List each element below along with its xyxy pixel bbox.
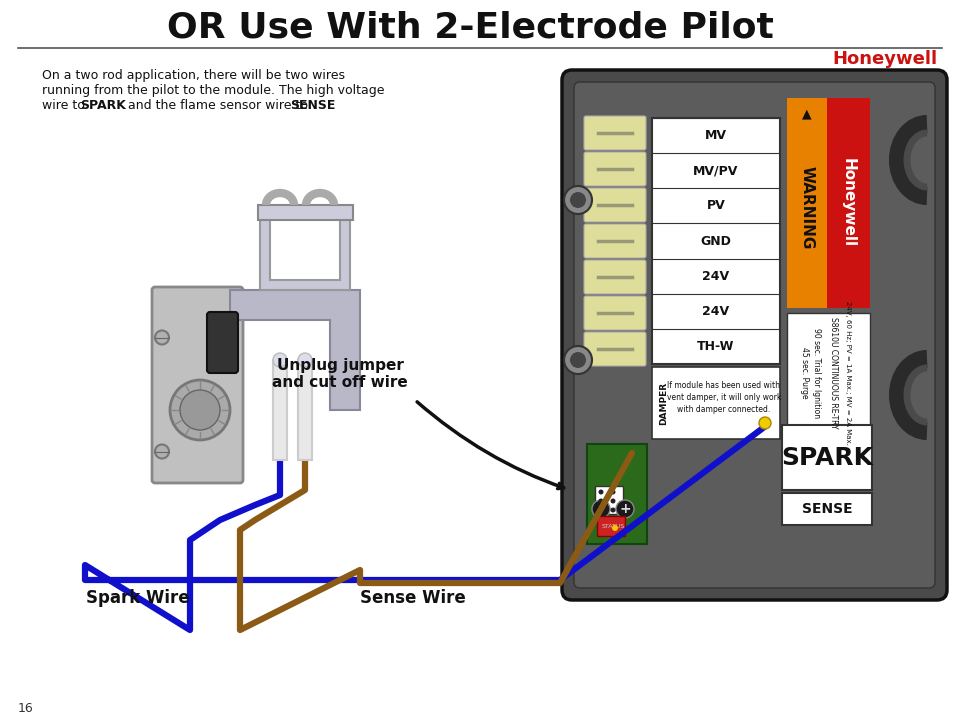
FancyBboxPatch shape [152, 287, 243, 483]
Text: TH-W: TH-W [697, 340, 734, 353]
Circle shape [180, 390, 220, 430]
Circle shape [298, 353, 312, 367]
Bar [273, 360, 287, 460]
Text: STATUS: STATUS [601, 523, 625, 528]
Text: and cut off wire: and cut off wire [272, 374, 408, 390]
Text: and the flame sensor wire to: and the flame sensor wire to [124, 99, 312, 112]
Text: Spark Wire: Spark Wire [86, 589, 190, 607]
Text: SPARK: SPARK [80, 99, 126, 112]
Text: SPARK: SPARK [781, 446, 873, 469]
Text: 45 sec. Purge: 45 sec. Purge [800, 347, 809, 399]
Text: On a two rod application, there will be two wires: On a two rod application, there will be … [42, 68, 345, 81]
Bar [587, 444, 647, 544]
Text: OR Use With 2-Electrode Pilot: OR Use With 2-Electrode Pilot [167, 10, 774, 44]
FancyBboxPatch shape [584, 224, 646, 258]
Text: Honeywell: Honeywell [833, 50, 938, 68]
Text: GND: GND [701, 235, 732, 248]
Text: MV/PV: MV/PV [693, 164, 738, 177]
FancyBboxPatch shape [584, 260, 646, 294]
Circle shape [570, 352, 586, 368]
Text: -: - [598, 502, 604, 516]
Bar [787, 98, 827, 308]
Bar [827, 98, 870, 308]
Circle shape [759, 417, 771, 429]
Bar [595, 486, 623, 514]
Text: 90 sec. Trial for Ignition: 90 sec. Trial for Ignition [812, 328, 821, 418]
Bar [597, 516, 625, 536]
Bar [787, 313, 870, 433]
Text: vent damper, it will only work: vent damper, it will only work [667, 392, 781, 402]
Circle shape [564, 186, 592, 214]
Circle shape [616, 500, 634, 518]
Circle shape [598, 508, 604, 513]
Text: WARNING: WARNING [800, 166, 814, 250]
Text: PV: PV [707, 199, 726, 212]
Text: MV: MV [705, 129, 727, 142]
Text: with damper connected.: with damper connected. [678, 405, 771, 413]
Text: Sense Wire: Sense Wire [360, 589, 466, 607]
Circle shape [611, 498, 615, 503]
Text: Unplug jumper: Unplug jumper [276, 358, 403, 372]
Circle shape [564, 346, 592, 374]
FancyBboxPatch shape [207, 312, 238, 373]
Text: If module has been used with: If module has been used with [667, 380, 780, 390]
FancyBboxPatch shape [584, 332, 646, 366]
FancyBboxPatch shape [584, 152, 646, 186]
Text: 16: 16 [18, 701, 34, 714]
Circle shape [170, 380, 230, 440]
Text: SENSE: SENSE [802, 502, 852, 516]
Text: Honeywell: Honeywell [841, 158, 856, 248]
Circle shape [611, 508, 615, 513]
Circle shape [592, 500, 610, 518]
FancyBboxPatch shape [584, 116, 646, 150]
Circle shape [155, 444, 169, 459]
FancyBboxPatch shape [584, 188, 646, 222]
Circle shape [598, 490, 604, 495]
Circle shape [570, 192, 586, 208]
FancyBboxPatch shape [574, 82, 935, 588]
Text: 24V: 24V [703, 305, 730, 318]
Bar [782, 493, 872, 525]
Text: wire to: wire to [42, 99, 89, 112]
Text: SENSE: SENSE [290, 99, 335, 112]
Text: +: + [619, 502, 631, 516]
Text: DAMPER: DAMPER [660, 382, 668, 425]
Bar [652, 367, 780, 439]
Circle shape [598, 498, 604, 503]
Text: ▲: ▲ [803, 107, 812, 120]
FancyBboxPatch shape [584, 296, 646, 330]
Polygon shape [260, 220, 350, 290]
Text: 24V: 24V [703, 270, 730, 283]
Bar [782, 425, 872, 490]
FancyBboxPatch shape [562, 70, 947, 600]
Circle shape [155, 330, 169, 344]
Polygon shape [230, 290, 360, 410]
Circle shape [612, 525, 618, 531]
Bar [258, 205, 353, 220]
Bar [652, 118, 780, 364]
Text: 24V, 60 Hz; PV = 1A Max.; MV = 2A Max.: 24V, 60 Hz; PV = 1A Max.; MV = 2A Max. [846, 301, 852, 445]
Text: S8610U CONTINUOUS RE-TRY: S8610U CONTINUOUS RE-TRY [829, 318, 838, 429]
Bar [298, 360, 312, 460]
Circle shape [611, 490, 615, 495]
Circle shape [273, 353, 287, 367]
Text: running from the pilot to the module. The high voltage: running from the pilot to the module. Th… [42, 84, 385, 96]
